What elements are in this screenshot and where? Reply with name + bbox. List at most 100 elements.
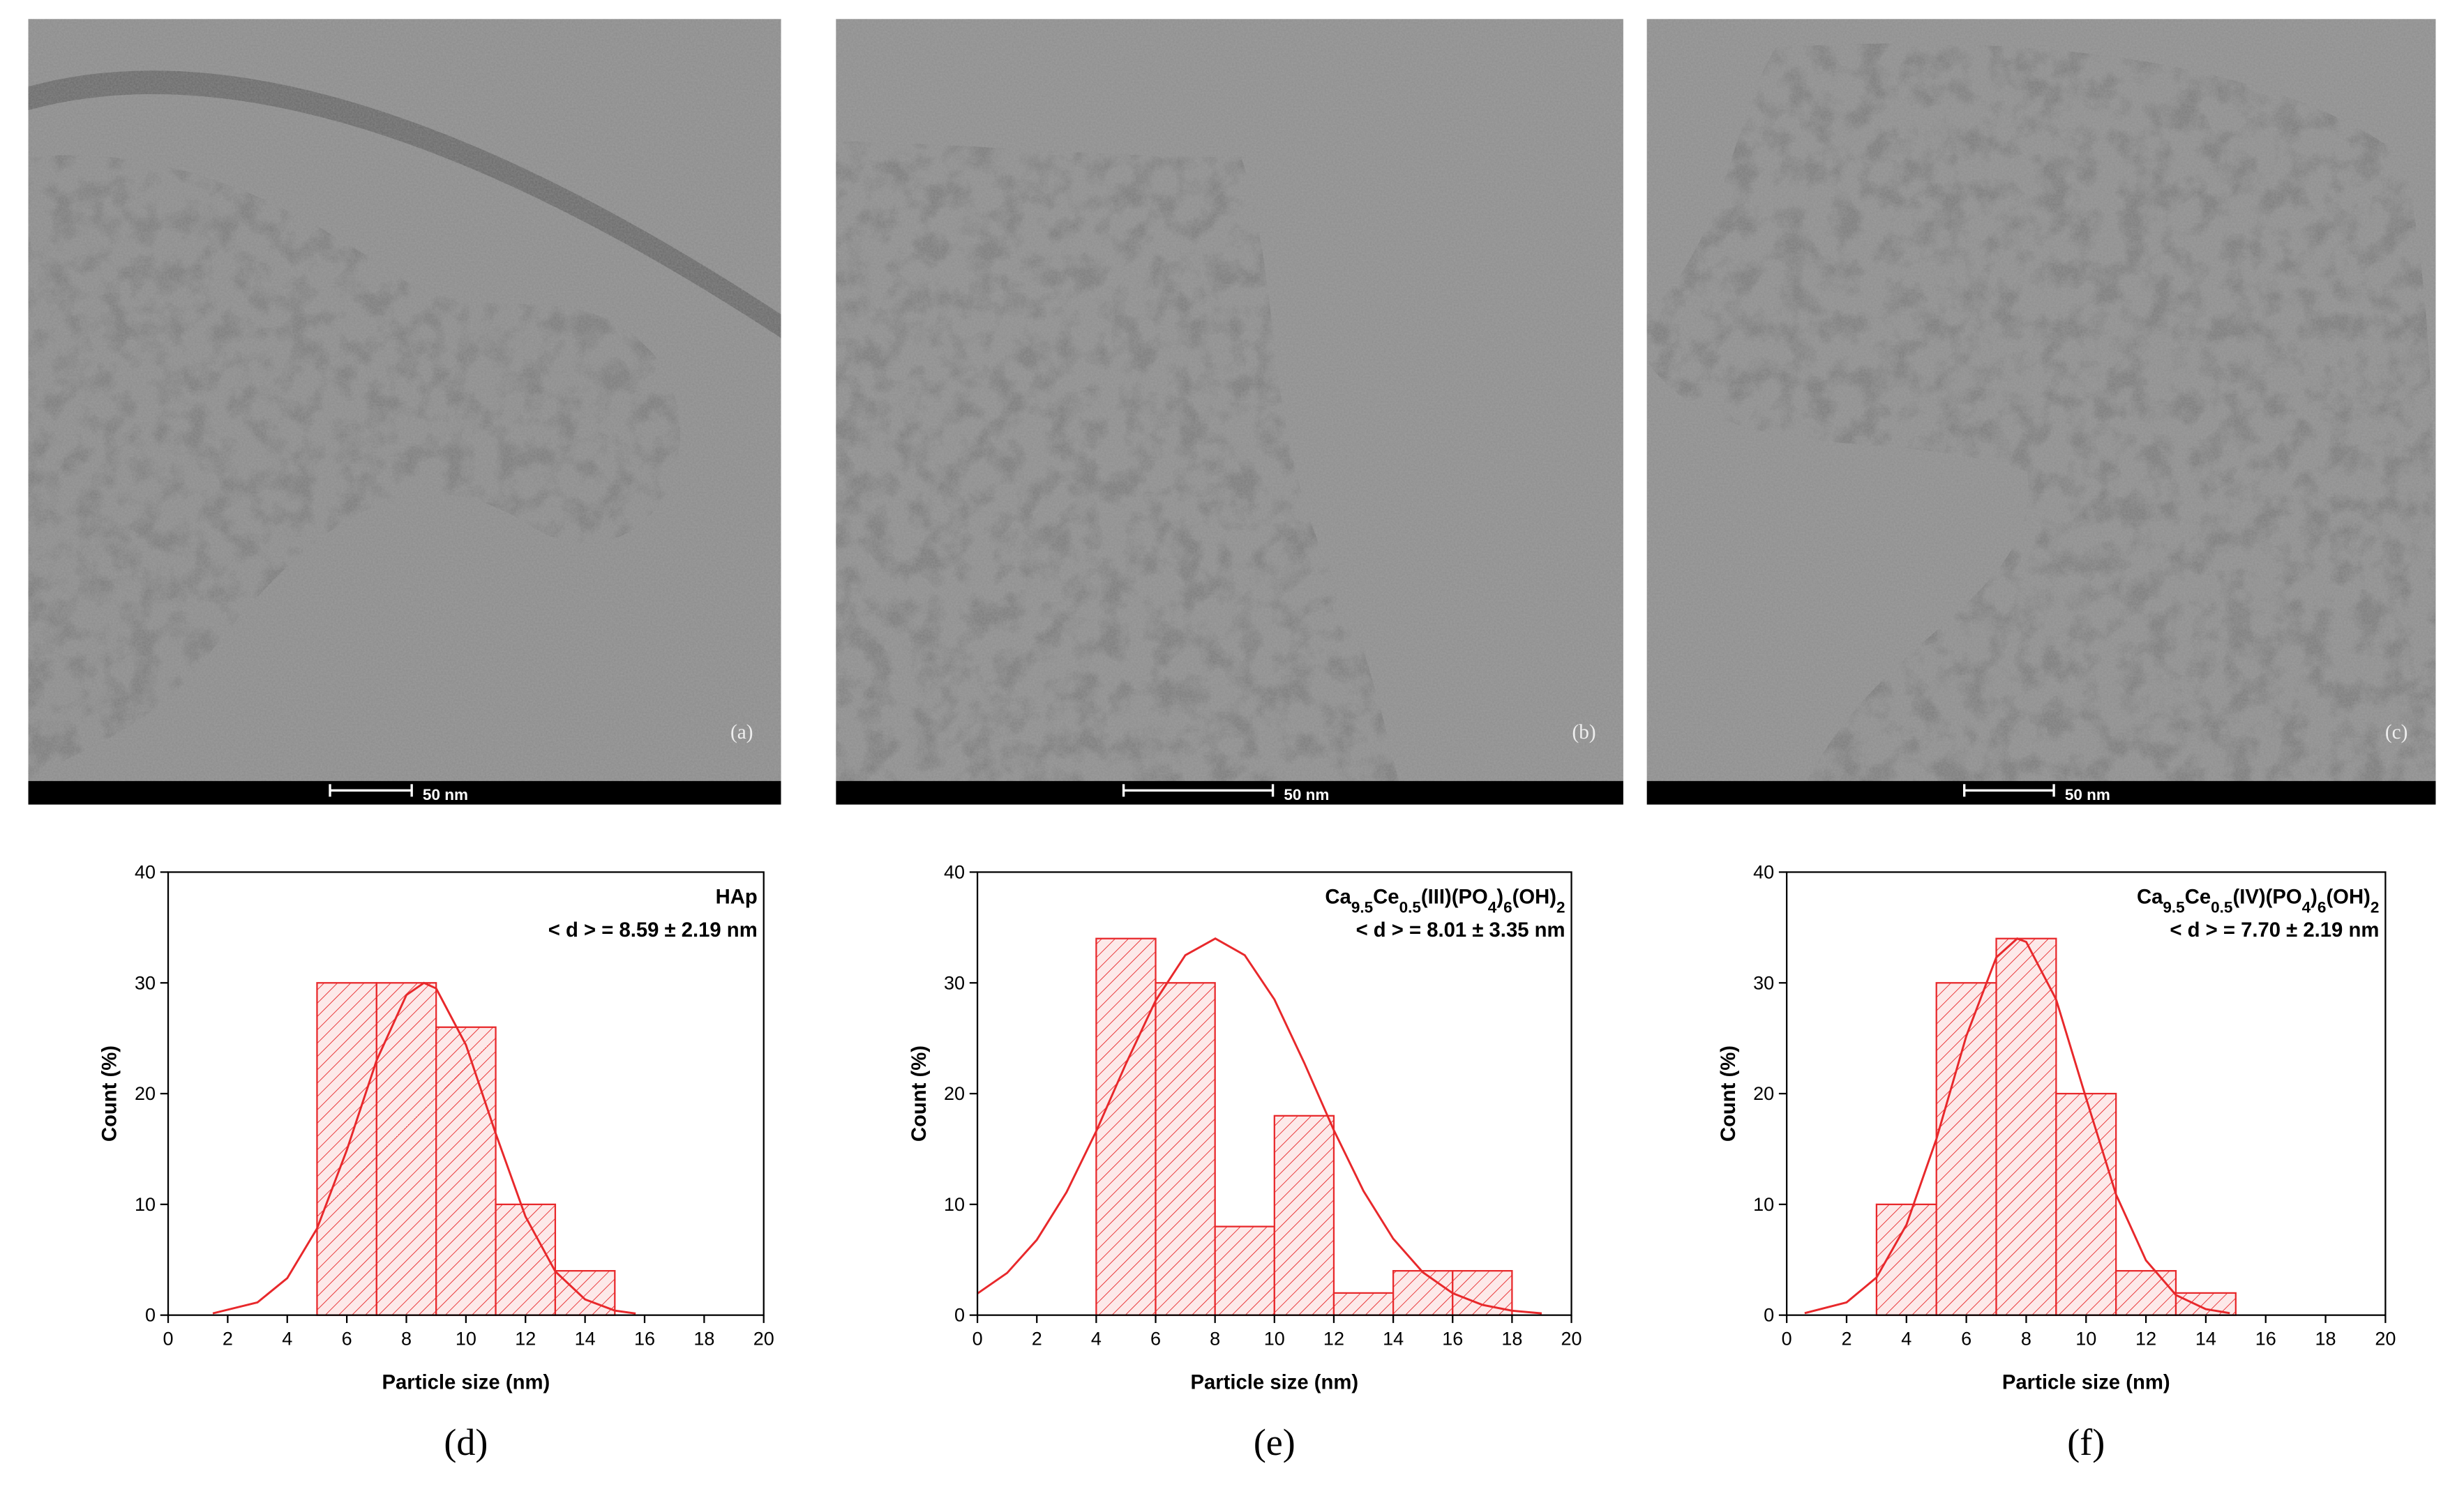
fit-curve [1804, 937, 2230, 1315]
panel-caption: (d) [444, 1421, 488, 1463]
bar [1995, 937, 2057, 1316]
scale-bar-label: 50 nm [1284, 786, 1329, 803]
series-label: Ca9.5Ce0.5(IV)(PO4)6(OH)2 [2137, 886, 2379, 916]
x-tick-label: 4 [282, 1328, 292, 1349]
label-part: Ca [1325, 886, 1351, 909]
label-part: Ca [2137, 886, 2163, 909]
x-tick-label: 20 [2375, 1328, 2396, 1349]
x-tick-label: 8 [1210, 1328, 1220, 1349]
y-tick-label: 0 [954, 1305, 965, 1326]
y-tick-label: 30 [135, 972, 156, 993]
bar [1095, 937, 1157, 1316]
label-part: HAp [716, 886, 758, 909]
x-tick-label: 20 [753, 1328, 774, 1349]
label-part: ) [1496, 886, 1503, 909]
x-tick-label: 0 [1782, 1328, 1792, 1349]
x-tick-label: 6 [1150, 1328, 1161, 1349]
label-part: 2 [1556, 898, 1565, 916]
fit-annotation: < d > = 7.70 ± 2.19 nm [2170, 919, 2379, 942]
y-tick-label: 20 [944, 1083, 965, 1104]
y-tick-label: 10 [1753, 1194, 1774, 1215]
scale-strip [1646, 780, 2436, 805]
bar [1392, 1270, 1454, 1316]
scale-strip [28, 780, 781, 805]
panel-caption: (e) [1254, 1421, 1295, 1463]
y-tick-label: 30 [1753, 972, 1774, 993]
label-part: (III)(PO [1421, 886, 1488, 909]
x-tick-label: 18 [1501, 1328, 1522, 1349]
tem-image-a [28, 19, 781, 781]
bar [495, 1203, 557, 1316]
x-tick-label: 12 [515, 1328, 536, 1349]
bar [2174, 1292, 2237, 1316]
bar [2115, 1270, 2177, 1316]
label-part: 0.5 [2211, 898, 2232, 916]
y-tick-label: 10 [135, 1194, 156, 1215]
bar [2055, 1092, 2117, 1316]
label-part: ) [2311, 886, 2317, 909]
series-label: Ca9.5Ce0.5(III)(PO4)6(OH)2 [1325, 886, 1565, 916]
y-tick-label: 0 [145, 1305, 156, 1326]
x-tick-label: 12 [2135, 1328, 2156, 1349]
x-tick-label: 2 [1841, 1328, 1851, 1349]
bar [1273, 1115, 1335, 1316]
x-axis-label: Particle size (nm) [382, 1371, 550, 1394]
x-tick-label: 10 [1264, 1328, 1285, 1349]
series-label: HAp [716, 886, 758, 909]
y-tick-label: 10 [944, 1194, 965, 1215]
label-part: 4 [2302, 898, 2311, 916]
label-part: 4 [1488, 898, 1497, 916]
y-axis-label: Count (%) [1717, 1045, 1740, 1142]
fit-annotation: < d > = 8.01 ± 3.35 nm [1356, 919, 1565, 942]
x-tick-label: 0 [972, 1328, 983, 1349]
x-tick-label: 16 [2255, 1328, 2276, 1349]
y-tick-label: 40 [1753, 861, 1774, 882]
x-tick-label: 18 [2315, 1328, 2336, 1349]
y-tick-label: 0 [1764, 1305, 1774, 1326]
x-tick-label: 14 [2195, 1328, 2216, 1349]
tem-image-c [1646, 19, 2436, 781]
label-part: Ce [2185, 886, 2211, 909]
y-tick-label: 20 [135, 1083, 156, 1104]
panel-label: (b) [1572, 721, 1596, 743]
x-tick-label: 8 [401, 1328, 412, 1349]
x-tick-label: 2 [223, 1328, 233, 1349]
label-part: (OH) [1512, 886, 1556, 909]
bar [1155, 982, 1216, 1316]
scale-bar-label: 50 nm [2065, 786, 2110, 803]
panel-label: (c) [2385, 721, 2407, 743]
y-axis-label: Count (%) [908, 1045, 931, 1142]
scale-strip [836, 780, 1623, 805]
label-part: (IV)(PO [2232, 886, 2301, 909]
label-part: 9.5 [2163, 898, 2184, 916]
label-part: Ce [1373, 886, 1399, 909]
bar [554, 1270, 616, 1316]
x-tick-label: 16 [634, 1328, 655, 1349]
y-tick-label: 40 [944, 861, 965, 882]
scale-bar-label: 50 nm [423, 786, 468, 803]
x-axis-label: Particle size (nm) [1190, 1371, 1358, 1394]
fit-annotation: < d > = 8.59 ± 2.19 nm [548, 919, 758, 942]
x-tick-label: 4 [1091, 1328, 1102, 1349]
bar [1935, 982, 1997, 1316]
y-tick-label: 20 [1753, 1083, 1774, 1104]
label-part: 9.5 [1351, 898, 1373, 916]
fit-curve [977, 937, 1542, 1315]
x-tick-label: 10 [2075, 1328, 2096, 1349]
x-tick-label: 6 [342, 1328, 352, 1349]
label-part: (OH) [2326, 886, 2370, 909]
bar [1214, 1225, 1275, 1316]
x-tick-label: 14 [575, 1328, 596, 1349]
x-tick-label: 6 [1961, 1328, 1971, 1349]
y-tick-label: 40 [135, 861, 156, 882]
bar [375, 982, 437, 1316]
label-part: 2 [2371, 898, 2380, 916]
x-tick-label: 12 [1323, 1328, 1344, 1349]
y-axis-label: Count (%) [98, 1045, 121, 1142]
x-tick-label: 4 [1901, 1328, 1911, 1349]
panel-label: (a) [730, 721, 753, 743]
x-tick-label: 18 [693, 1328, 714, 1349]
bar [435, 1026, 497, 1316]
label-part: 6 [1503, 898, 1512, 916]
